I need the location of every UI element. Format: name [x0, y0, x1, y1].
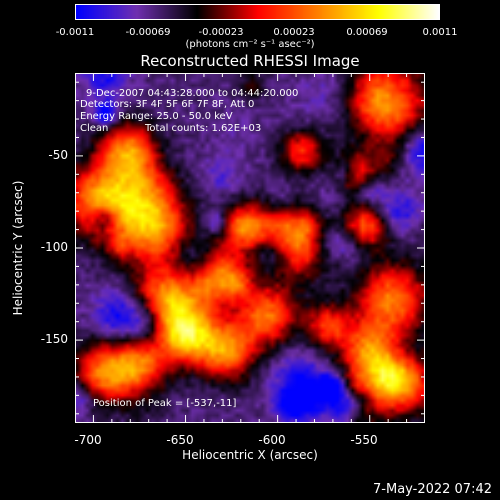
annotation-detectors: Detectors: 3F 4F 5F 6F 7F 8F, Att 0 — [80, 99, 255, 110]
y-axis-label: Heliocentric Y (arcsec) — [11, 180, 25, 316]
colorbar-tick-label: 0.00069 — [346, 27, 388, 38]
colorbar-tick-label: -0.00023 — [198, 27, 244, 38]
annotation-peak-position: Position of Peak = [-537,-11] — [93, 398, 237, 409]
y-tick-label: -100 — [40, 240, 68, 254]
x-tick-label: -550 — [350, 433, 378, 447]
annotation-energy: Energy Range: 25.0 - 50.0 keV — [80, 111, 233, 122]
colorbar-unit: (photons cm⁻² s⁻¹ asec⁻²) — [185, 39, 315, 50]
x-tick-label: -700 — [74, 433, 102, 447]
date-stamp: 7-May-2022 07:42 — [373, 482, 492, 497]
colorbar-tick-label: -0.0011 — [55, 27, 95, 38]
colorbar — [75, 4, 440, 20]
chart-title: Reconstructed RHESSI Image — [140, 52, 360, 70]
heatmap-image — [75, 73, 425, 423]
colorbar-tick-label: 0.00023 — [273, 27, 315, 38]
y-tick-label: -50 — [48, 148, 68, 162]
x-tick-label: -650 — [166, 433, 194, 447]
colorbar-tick-label: -0.00069 — [125, 27, 171, 38]
colorbar-tick-label: 0.0011 — [422, 27, 458, 38]
annotation-clean: Clean — [80, 123, 109, 134]
x-axis-label: Heliocentric X (arcsec) — [182, 448, 318, 462]
y-tick-label: -150 — [40, 332, 68, 346]
plot-area — [75, 73, 425, 423]
annotation-total-counts: Total counts: 1.62E+03 — [145, 123, 262, 134]
x-tick-label: -600 — [258, 433, 286, 447]
annotation-time-range: 9-Dec-2007 04:43:28.000 to 04:44:20.000 — [86, 88, 299, 99]
